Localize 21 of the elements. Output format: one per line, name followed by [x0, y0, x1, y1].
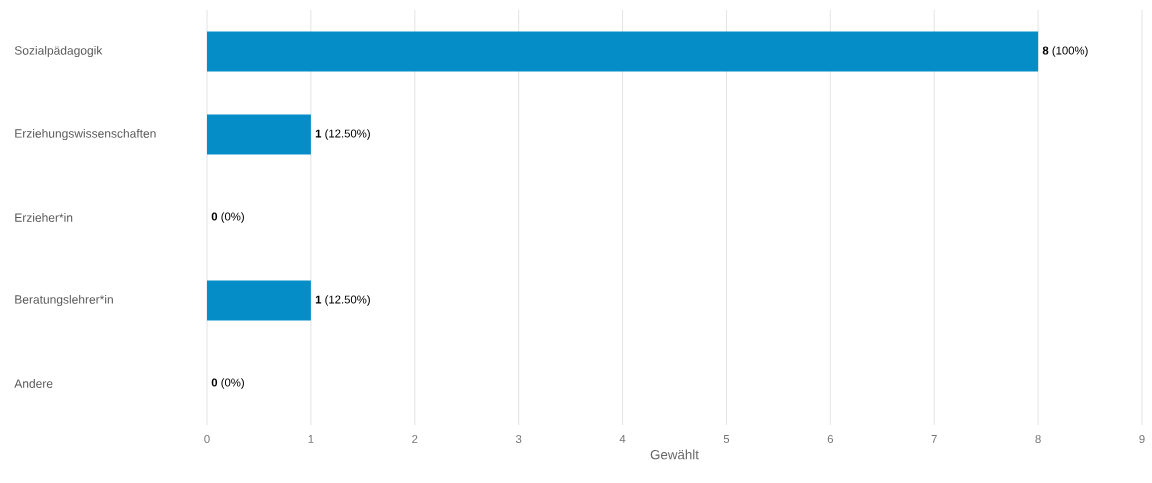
x-tick-label: 0 [204, 435, 210, 444]
y-tick-label: Sozialpädagogik [14, 45, 103, 58]
x-tick-label: 4 [619, 435, 626, 443]
data-label: 0 (0%) [211, 212, 244, 223]
x-tick-label: 2 [412, 435, 418, 443]
x-tick-label: 6 [827, 435, 833, 444]
y-tick-label: Beratungslehrer*in [15, 294, 113, 307]
data-label: 0 (0%) [211, 378, 244, 389]
data-label: 8 (100%) [1042, 46, 1088, 57]
y-tick-label: Andere [14, 379, 53, 388]
x-tick-label: 7 [931, 435, 937, 443]
y-tick-label: Erzieher*in [15, 213, 73, 222]
x-tick-label: 8 [1035, 435, 1041, 444]
data-label: 1 (12.50%) [315, 295, 370, 306]
y-tick-label: Erziehungswissenschaften [15, 128, 156, 141]
x-tick-label: 9 [1139, 435, 1145, 444]
data-label: 1 (12.50%) [315, 129, 370, 140]
x-tick-label: 1 [308, 435, 314, 443]
x-tick-label: 3 [515, 435, 522, 444]
x-axis-title: Gewählt [650, 449, 699, 460]
x-tick-label: 5 [723, 435, 730, 443]
